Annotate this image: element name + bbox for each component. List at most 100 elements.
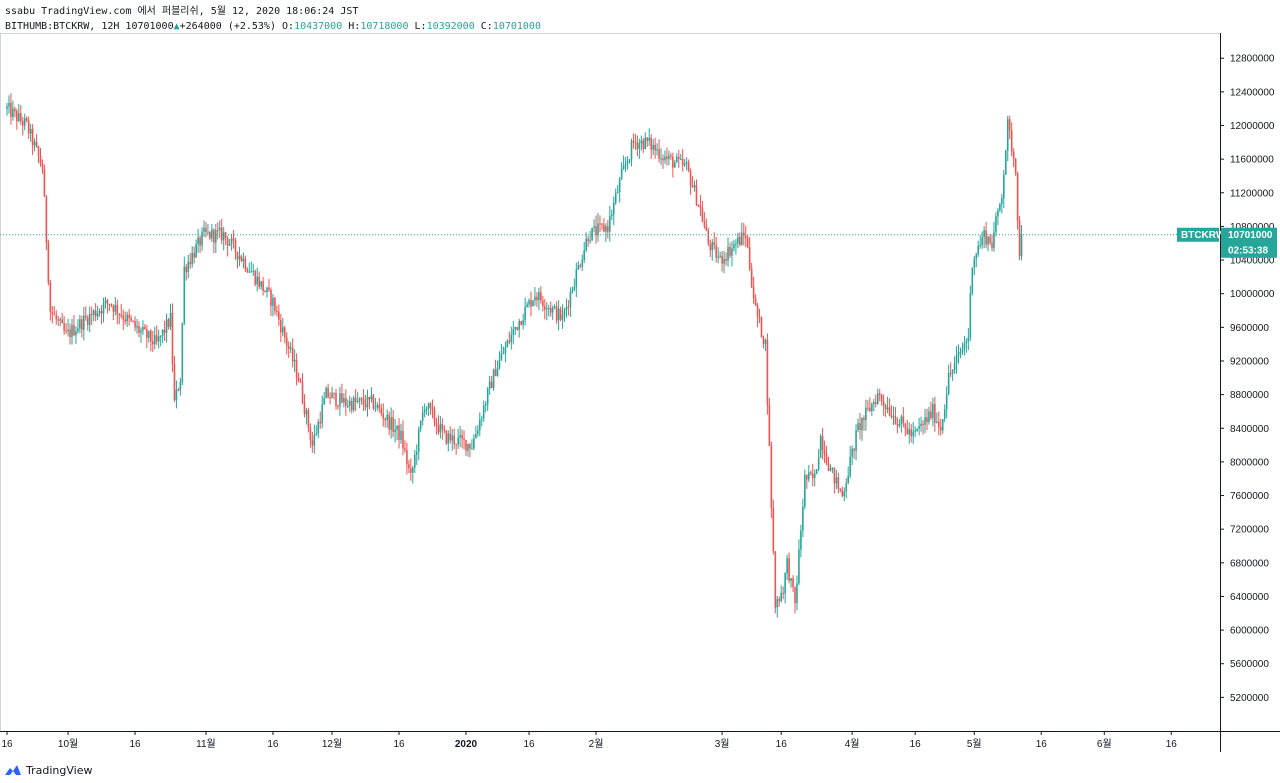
candle-body: [652, 144, 654, 150]
candle: [841, 486, 844, 498]
candle-body: [658, 149, 660, 159]
candle-body: [624, 164, 627, 166]
candle: [354, 389, 357, 412]
bar-countdown: 02:53:38: [1228, 246, 1268, 257]
candle-body: [882, 401, 885, 406]
y-tick-label: 12000000: [1230, 121, 1275, 132]
candle-body: [603, 224, 605, 232]
candle: [991, 234, 993, 252]
candle: [226, 236, 229, 257]
price-axis[interactable]: 5200000 5600000 6000000 6400000 6800000 72000…: [1220, 54, 1275, 704]
candle: [662, 154, 664, 169]
candle: [29, 123, 32, 142]
candle: [567, 300, 570, 316]
candle-body: [620, 169, 623, 180]
candle: [126, 311, 128, 328]
candle: [18, 103, 20, 123]
candle-body: [571, 289, 574, 292]
candle: [742, 222, 745, 246]
candle: [934, 396, 936, 432]
candle-body: [114, 304, 117, 312]
candle-body: [354, 397, 357, 403]
candle: [725, 252, 727, 266]
candle: [246, 267, 249, 273]
candle: [571, 286, 574, 294]
candle: [943, 404, 946, 423]
time-axis[interactable]: 16 10월 16 11월 16 12월 16 2020 16 2월 3월 16 4월 16 5월 16 6월 1…: [1, 731, 1177, 750]
candle-body: [609, 216, 611, 232]
candle: [396, 425, 398, 441]
candle-body: [833, 467, 836, 484]
candle-body: [463, 438, 465, 440]
candle-body: [514, 327, 517, 330]
candle-body: [691, 185, 694, 188]
candle-body: [171, 312, 174, 364]
candle-body: [453, 435, 455, 444]
candle-body: [758, 316, 761, 318]
candle-body: [23, 118, 26, 126]
candle-body: [807, 472, 810, 480]
candle: [86, 314, 89, 331]
candle-body: [945, 394, 948, 410]
candle-body: [118, 314, 121, 316]
candle-body: [85, 315, 87, 318]
open-value: 10437000: [294, 21, 343, 32]
candle: [506, 339, 509, 348]
candle: [886, 396, 889, 414]
candle-body: [126, 314, 128, 322]
candle: [587, 235, 589, 247]
candle-body: [892, 416, 895, 418]
candle: [150, 328, 152, 352]
candle: [140, 327, 142, 343]
candle: [406, 442, 408, 475]
candle-body: [547, 307, 550, 309]
candle-body: [155, 335, 158, 342]
candle-body: [496, 367, 499, 377]
candle: [128, 309, 130, 326]
candle-body: [268, 287, 270, 290]
candle: [790, 577, 792, 588]
candle: [802, 498, 804, 538]
candle-body: [193, 252, 195, 258]
tradingview-branding[interactable]: TradingView: [4, 762, 92, 778]
candle-body: [845, 483, 848, 492]
candle: [551, 305, 554, 320]
candle: [947, 364, 950, 396]
candle: [512, 321, 515, 345]
candle: [473, 434, 475, 451]
candle-body: [977, 245, 980, 255]
candle-body: [374, 407, 377, 409]
candle: [727, 237, 729, 267]
candle: [583, 241, 586, 264]
candle: [228, 239, 231, 247]
candle-body: [813, 473, 816, 478]
candle-body: [61, 319, 63, 324]
candle-body: [362, 398, 365, 405]
candle: [187, 254, 190, 279]
candle-body: [650, 137, 652, 150]
candle: [480, 415, 483, 427]
candle-body: [967, 337, 970, 342]
candle: [565, 298, 568, 318]
candle: [134, 316, 136, 332]
candle: [323, 391, 325, 405]
candle-body: [563, 310, 566, 315]
candle-body: [741, 232, 743, 245]
candle: [731, 241, 733, 267]
candle-body: [776, 599, 779, 608]
candle: [104, 296, 107, 309]
candle-body: [410, 468, 412, 473]
candle: [254, 269, 257, 287]
candle-body: [695, 185, 698, 206]
candle: [106, 298, 109, 314]
candle-body: [10, 102, 12, 118]
candle: [1010, 122, 1013, 157]
candle: [896, 417, 899, 434]
candle: [997, 207, 999, 226]
y-tick-label: 10800000: [1230, 222, 1275, 233]
candle-body: [918, 426, 920, 429]
candle: [892, 406, 895, 425]
candle: [953, 356, 956, 374]
candle: [289, 342, 292, 354]
